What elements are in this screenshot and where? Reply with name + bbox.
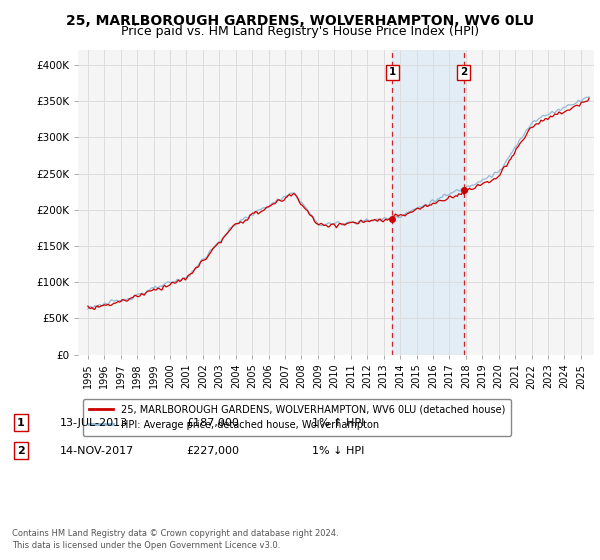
Text: 13-JUL-2013: 13-JUL-2013: [60, 418, 128, 428]
Text: Contains HM Land Registry data © Crown copyright and database right 2024.
This d: Contains HM Land Registry data © Crown c…: [12, 529, 338, 550]
Text: 25, MARLBOROUGH GARDENS, WOLVERHAMPTON, WV6 0LU: 25, MARLBOROUGH GARDENS, WOLVERHAMPTON, …: [66, 14, 534, 28]
Text: Price paid vs. HM Land Registry's House Price Index (HPI): Price paid vs. HM Land Registry's House …: [121, 25, 479, 38]
Text: 1% ↓ HPI: 1% ↓ HPI: [312, 446, 364, 456]
Text: 2: 2: [460, 67, 467, 77]
Text: 1: 1: [389, 67, 396, 77]
Text: £187,000: £187,000: [186, 418, 239, 428]
Text: 2: 2: [17, 446, 25, 456]
Text: 1% ↑ HPI: 1% ↑ HPI: [312, 418, 364, 428]
Legend: 25, MARLBOROUGH GARDENS, WOLVERHAMPTON, WV6 0LU (detached house), HPI: Average p: 25, MARLBOROUGH GARDENS, WOLVERHAMPTON, …: [83, 399, 511, 436]
Text: 1: 1: [17, 418, 25, 428]
Text: £227,000: £227,000: [186, 446, 239, 456]
Bar: [392, 50, 464, 354]
Text: 14-NOV-2017: 14-NOV-2017: [60, 446, 134, 456]
